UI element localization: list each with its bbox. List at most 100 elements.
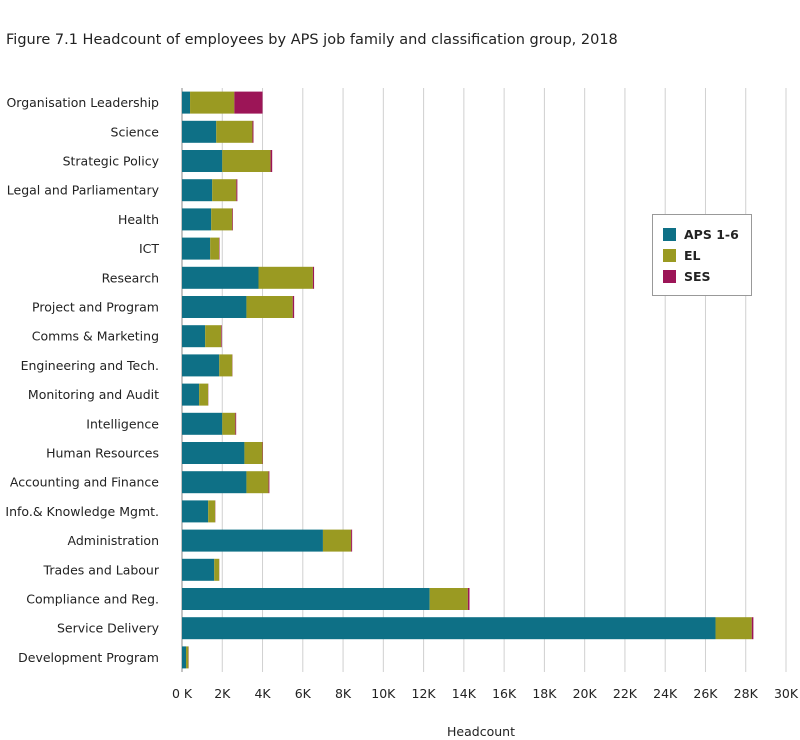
- bar-segment: [199, 383, 209, 406]
- bar-segment: [246, 296, 293, 318]
- bar-segment: [222, 412, 236, 435]
- x-tick-label: 20K: [573, 686, 598, 701]
- bar-segment: [182, 179, 213, 202]
- category-label: Health: [118, 212, 159, 227]
- legend-swatch-el: [663, 249, 676, 262]
- bar-segment: [182, 412, 223, 435]
- bar-segment: [190, 91, 235, 114]
- bar-segment: [182, 237, 211, 260]
- category-label: Research: [102, 270, 159, 285]
- bar-segment: [182, 266, 259, 289]
- legend-label-aps: APS 1-6: [684, 227, 739, 242]
- category-label: Strategic Policy: [63, 154, 160, 169]
- bar-segment: [270, 150, 273, 172]
- legend-item-ses: SES: [663, 266, 751, 287]
- legend-swatch-aps: [663, 228, 676, 241]
- category-label: ICT: [139, 241, 159, 256]
- legend-swatch-ses: [663, 270, 676, 283]
- legend-item-aps: APS 1-6: [663, 224, 751, 245]
- bar-segment: [205, 325, 222, 348]
- bar-segment: [210, 237, 220, 260]
- x-tick-label: 4K: [254, 686, 271, 701]
- bar-segment: [235, 412, 237, 435]
- bar-segment: [429, 588, 468, 610]
- bar-segment: [182, 442, 245, 464]
- category-label: Human Resources: [46, 446, 159, 461]
- bar-segment: [208, 500, 216, 523]
- chart-title: Figure 7.1 Headcount of employees by APS…: [6, 32, 618, 48]
- bar-segment: [222, 150, 271, 172]
- x-tick-label: 24K: [653, 686, 678, 701]
- x-tick-labels: 0 K 2K 4K 6K 8K 10K 12K 14K 16K 18K 20K 22K 24K 26K 28…: [172, 686, 799, 701]
- category-label: Intelligence: [86, 416, 159, 431]
- bar-segment: [258, 266, 313, 289]
- bar-segment: [214, 558, 220, 581]
- x-tick-label: 10K: [371, 686, 396, 701]
- bar-segment: [232, 208, 233, 231]
- bar-segment: [182, 208, 212, 231]
- gridlines: [181, 88, 787, 672]
- bar-segment: [322, 529, 352, 552]
- bar-segment: [182, 354, 220, 377]
- category-label: Accounting and Finance: [10, 475, 159, 490]
- category-label: Comms & Marketing: [32, 329, 159, 344]
- legend-item-el: EL: [663, 245, 751, 266]
- x-tick-label: 16K: [492, 686, 517, 701]
- bar-segment: [182, 471, 247, 494]
- bar-segment: [312, 266, 315, 289]
- category-label: Development Program: [18, 650, 159, 665]
- bar-segment: [212, 179, 237, 202]
- bar-segment: [182, 150, 223, 172]
- bar-segment: [186, 646, 189, 669]
- bar-segment: [182, 325, 206, 348]
- bars: [182, 91, 754, 669]
- bar-segment: [234, 91, 263, 114]
- x-tick-label: 22K: [613, 686, 638, 701]
- x-tick-label: 8K: [335, 686, 352, 701]
- bar-segment: [182, 617, 716, 640]
- bar-segment: [351, 529, 353, 552]
- x-tick-label: 30K: [774, 686, 799, 701]
- x-tick-label: 6K: [295, 686, 312, 701]
- bar-segment: [292, 296, 295, 318]
- bar-segment: [467, 588, 470, 610]
- bar-segment: [219, 354, 233, 377]
- category-label: Administration: [68, 533, 159, 548]
- category-label: Project and Program: [32, 300, 159, 315]
- bar-segment: [216, 120, 253, 143]
- bar-segment: [211, 208, 233, 231]
- category-label: Compliance and Reg.: [26, 592, 159, 607]
- legend-label-el: EL: [684, 248, 701, 263]
- x-tick-label: 28K: [734, 686, 759, 701]
- category-label: Trades and Labour: [43, 562, 160, 577]
- legend-label-ses: SES: [684, 269, 711, 284]
- bar-segment: [182, 500, 209, 523]
- bar-segment: [182, 558, 215, 581]
- x-tick-label: 14K: [452, 686, 477, 701]
- category-label: Organisation Leadership: [6, 95, 159, 110]
- x-tick-label: 0 K: [172, 686, 193, 701]
- bar-segment: [751, 617, 754, 640]
- category-label: Engineering and Tech.: [21, 358, 159, 373]
- category-label: Info.& Knowledge Mgmt.: [5, 504, 159, 519]
- x-tick-label: 12K: [412, 686, 437, 701]
- category-label: Science: [111, 124, 160, 139]
- bar-segment: [252, 120, 254, 143]
- x-tick-label: 2K: [214, 686, 231, 701]
- x-tick-label: 26K: [693, 686, 718, 701]
- bar-segment: [246, 471, 269, 494]
- bar-segment: [221, 325, 222, 348]
- bar-segment: [182, 383, 200, 406]
- bar-segment: [244, 442, 263, 464]
- bar-segment: [182, 588, 430, 610]
- bar-segment: [182, 296, 247, 318]
- bar-segment: [182, 529, 323, 552]
- legend: APS 1-6 EL SES: [652, 214, 752, 296]
- bar-segment: [182, 646, 187, 669]
- bar-segment: [715, 617, 752, 640]
- category-label: Legal and Parliamentary: [7, 183, 160, 198]
- bar-segment: [182, 120, 217, 143]
- category-label: Service Delivery: [57, 621, 160, 636]
- category-label: Monitoring and Audit: [28, 387, 159, 402]
- x-axis-title: Headcount: [447, 724, 515, 739]
